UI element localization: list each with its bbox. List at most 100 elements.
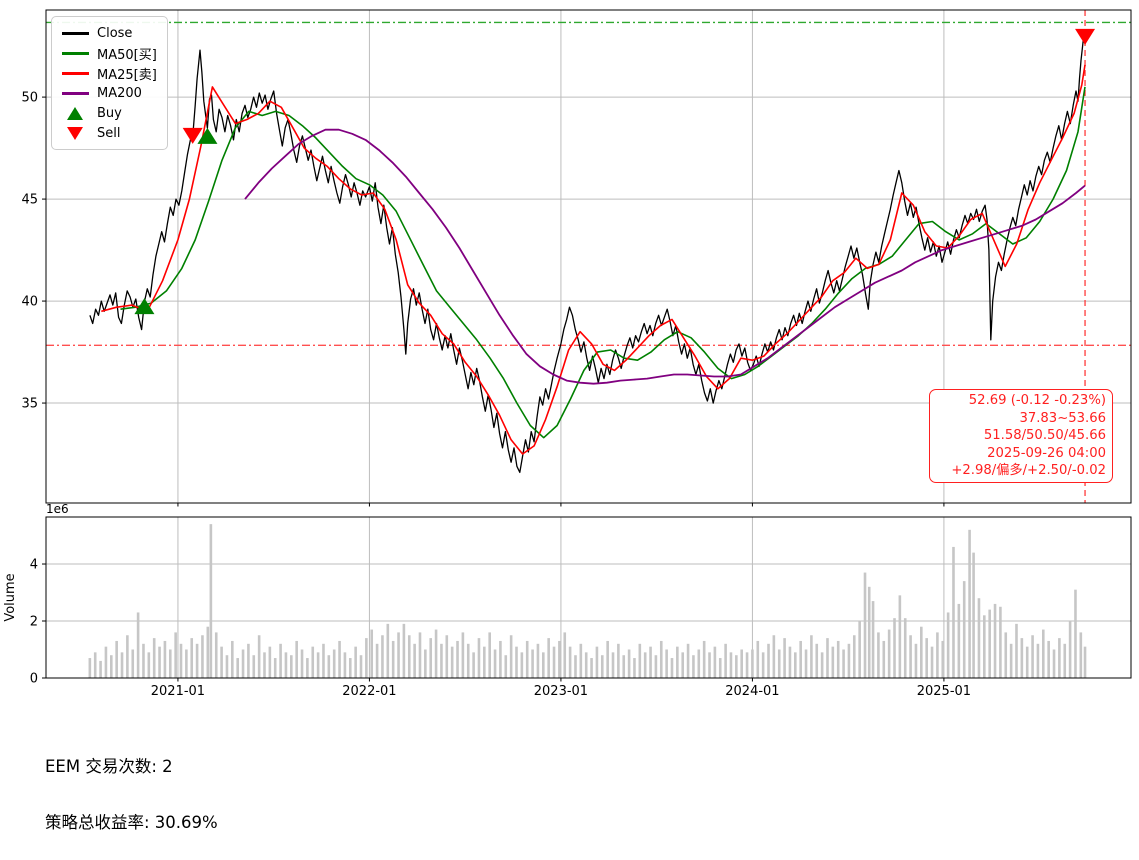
- volume-bar: [461, 632, 465, 678]
- legend-item-close: Close: [60, 23, 157, 43]
- volume-bar: [126, 635, 129, 678]
- volume-bar: [729, 652, 733, 678]
- volume-bar: [877, 632, 880, 678]
- volume-bar: [740, 649, 743, 678]
- volume-bar: [804, 649, 808, 678]
- volume-bar: [142, 643, 145, 678]
- volume-bar: [761, 652, 765, 678]
- volume-bar: [735, 655, 738, 678]
- volume-bar: [724, 643, 727, 678]
- volume-bar: [820, 652, 824, 678]
- volume-bar: [600, 655, 604, 678]
- volume-bar: [852, 635, 856, 678]
- volume-bar: [633, 658, 636, 678]
- annotation-bias: +2.98/偏多/+2.50/-0.02: [951, 463, 1106, 479]
- volume-bar: [1079, 632, 1083, 678]
- volume-bar: [584, 652, 588, 678]
- volume-bar: [936, 632, 939, 678]
- volume-bar: [168, 649, 172, 678]
- legend-label: MA50[买]: [97, 47, 157, 63]
- volume-bar: [499, 640, 502, 678]
- ma200-line: [244, 128, 1086, 385]
- volume-bar: [284, 652, 288, 678]
- volume-bar: [147, 652, 151, 678]
- volume-bar: [236, 658, 239, 678]
- x-tick-label: 2023-01: [534, 684, 588, 699]
- volume-bar: [772, 635, 776, 678]
- volume-axis-label: Volume: [3, 573, 18, 621]
- legend-item-ma25: MA25[卖]: [60, 63, 157, 83]
- y-tick-label: 45: [21, 193, 38, 208]
- volume-bar: [93, 652, 97, 678]
- volume-bar: [354, 646, 357, 678]
- legend-label: Close: [97, 25, 133, 41]
- volume-bar: [713, 646, 717, 678]
- volume-bar: [1058, 638, 1061, 678]
- annotation-price-change: 52.69 (-0.12 -0.23%): [968, 393, 1106, 408]
- sell-marker: [182, 127, 203, 144]
- x-tick-label: 2024-01: [725, 684, 779, 699]
- volume-bar: [988, 609, 991, 678]
- volume-bar: [882, 640, 886, 678]
- trade-summary: EEM 交易次数: 2 策略总收益率: 30.69% 长期持有收益: 31.86…: [45, 721, 584, 860]
- x-tick-label: 2025-01: [917, 684, 971, 699]
- volume-bar: [1052, 649, 1056, 678]
- volume-bar: [558, 640, 561, 678]
- volume-bar: [456, 640, 459, 678]
- volume-bar: [290, 655, 293, 678]
- volume-bar: [174, 632, 177, 678]
- volume-bar: [893, 618, 896, 678]
- volume-bar: [413, 643, 416, 678]
- volume-bar: [708, 652, 711, 678]
- volume-bar: [903, 618, 907, 678]
- volume-bar: [179, 643, 183, 678]
- volume-bar: [343, 652, 347, 678]
- volume-panel-spine: [45, 516, 1132, 679]
- volume-bar: [206, 626, 210, 678]
- volume-bar: [365, 638, 368, 678]
- volume-bar: [163, 640, 167, 678]
- volume-bar: [1083, 646, 1087, 678]
- volume-bar: [665, 649, 668, 678]
- volume-bar: [252, 655, 256, 678]
- volume-bar: [295, 640, 298, 678]
- ma50-line: [120, 86, 1086, 439]
- volume-bar: [579, 643, 583, 678]
- volume-bar: [201, 635, 204, 678]
- volume-bar: [225, 655, 229, 678]
- volume-bar: [402, 623, 406, 678]
- volume-bar: [241, 649, 245, 678]
- quote-annotation: 52.69 (-0.12 -0.23%) 37.83~53.66 51.58/5…: [929, 389, 1113, 483]
- volume-bar: [871, 601, 875, 678]
- volume-bar: [649, 646, 652, 678]
- volume-bar: [946, 612, 950, 678]
- volume-bar: [1015, 623, 1018, 678]
- volume-bar: [788, 646, 792, 678]
- volume-bar: [445, 635, 449, 678]
- price-volume-chart: 35 40 45 50 0 2 4 2021-01 2022-01 2023-01 2024-01 2…: [3, 9, 1132, 699]
- volume-scale-label: 1e6: [46, 502, 69, 516]
- volume-bar: [847, 643, 851, 678]
- volume-bar: [231, 640, 234, 678]
- volume-bar: [810, 635, 813, 678]
- volume-bar: [794, 652, 797, 678]
- volume-bar: [316, 652, 320, 678]
- legend-label: Buy: [97, 105, 122, 121]
- summary-strategy-return: 策略总收益率: 30.69%: [45, 812, 218, 832]
- volume-bar: [88, 658, 92, 678]
- chart-canvas: 35 40 45 50 0 2 4 2021-01 2022-01 2023-01 2024-01 2…: [3, 9, 1132, 699]
- volume-bar: [247, 643, 250, 678]
- volume-bar: [407, 635, 411, 678]
- volume-bar: [434, 629, 438, 678]
- volume-bar: [692, 655, 695, 678]
- volume-bar: [842, 649, 845, 678]
- volume-bar: [697, 649, 701, 678]
- volume-bar: [397, 632, 400, 678]
- y-tick-label: 40: [21, 295, 38, 310]
- volume-bar: [858, 621, 861, 678]
- volume-bar: [574, 655, 577, 678]
- volume-bar: [745, 652, 749, 678]
- buy-marker: [134, 298, 155, 315]
- volume-bar: [751, 649, 754, 678]
- volume-bar: [622, 655, 626, 678]
